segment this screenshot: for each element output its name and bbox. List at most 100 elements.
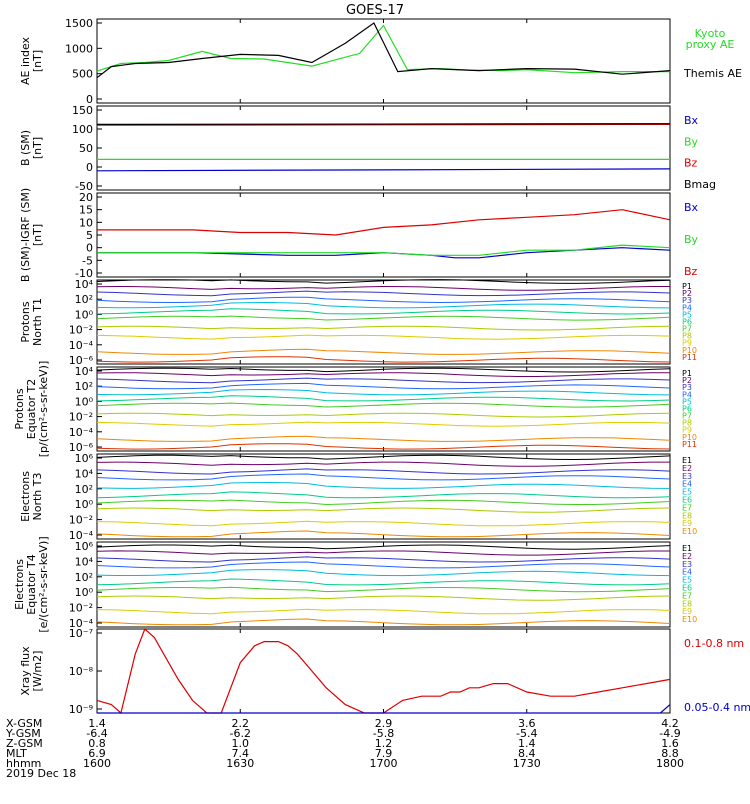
- series-line-P1: [96, 367, 671, 373]
- legend-entry: Themis AE: [683, 67, 742, 80]
- panel-frame-8: [96, 628, 671, 714]
- legend-entry: E3: [682, 560, 692, 569]
- legend-entry: Bz: [684, 265, 698, 278]
- orbit-row-value: 1700: [370, 757, 398, 770]
- legend-entry: P1: [682, 282, 692, 291]
- orbit-row-value: 0.8: [88, 737, 106, 750]
- series-line-P5: [96, 301, 671, 309]
- y-tick-label: 10⁻⁴: [69, 617, 94, 630]
- y-tick-label: 10⁻²: [69, 602, 93, 615]
- legend-entry: E8: [682, 599, 692, 608]
- orbit-row-label: Y-GSM: [5, 727, 41, 740]
- y-tick-label: 10⁻²: [69, 514, 93, 527]
- y-tick-label: 10⁴: [75, 555, 94, 568]
- y-tick-label: 20: [79, 191, 93, 204]
- orbit-row-label: X-GSM: [6, 717, 42, 730]
- series-line-P7: [96, 402, 671, 408]
- legend-entry: P11: [682, 353, 697, 362]
- legend-entry: E4: [682, 480, 692, 489]
- series-line-E3: [96, 556, 671, 563]
- y-axis-label-line: Equator T4: [25, 554, 38, 614]
- legend-entry: E4: [682, 568, 692, 577]
- series-line-Themis-AE: [96, 22, 671, 79]
- y-axis-label-line: North T3: [31, 473, 44, 521]
- series-line-E6: [96, 491, 671, 499]
- orbit-row-value: 1.4: [88, 717, 106, 730]
- y-axis-label: Xray flux[W/m2]: [19, 646, 44, 696]
- y-tick-label: 10⁻⁶: [69, 354, 94, 367]
- legend-entry: P8: [682, 332, 692, 341]
- y-axis-label-line: [nT]: [31, 137, 44, 159]
- panel-frame-3: [96, 192, 671, 278]
- legend-entry: P6: [682, 317, 692, 326]
- y-tick-label: 10⁻⁷: [69, 627, 93, 640]
- y-axis-label: ElectronsEquator T4[e/(cm²-s-sr-keV)]: [13, 536, 50, 632]
- series-line-P7: [96, 315, 671, 321]
- orbit-row-value: 8.8: [661, 747, 679, 760]
- y-axis-label-line: B (SM)-IGRF (SM): [19, 188, 32, 282]
- series-line-E7: [96, 499, 671, 506]
- orbit-row-value: 7.4: [232, 747, 250, 760]
- legend-entry: P11: [682, 440, 697, 449]
- y-axis-label: ProtonsNorth T1: [19, 298, 44, 346]
- y-axis-label: ElectronsNorth T3: [19, 471, 44, 522]
- series-line-P1: [96, 279, 671, 284]
- series-line-P6: [96, 308, 671, 315]
- series-line-E5: [96, 569, 671, 577]
- y-tick-label: 10⁻⁶: [69, 441, 94, 454]
- series-line-P8: [96, 325, 671, 331]
- orbit-row-value: 2.9: [375, 717, 393, 730]
- legend-entry: P9: [682, 426, 692, 435]
- series-line-E10: [96, 618, 671, 626]
- legend-entry: E10: [682, 527, 697, 536]
- y-axis-label: B (SM)[nT]: [19, 130, 44, 166]
- y-axis-label-line: B (SM): [19, 130, 32, 166]
- series-line-0.05-0.4-nm: [97, 704, 671, 714]
- y-tick-label: 10⁻⁴: [69, 339, 94, 352]
- legend-entry: proxy AE: [686, 38, 735, 51]
- y-tick-label: 10⁴: [75, 467, 94, 480]
- series-line-E2: [96, 550, 670, 556]
- series-line-P10: [96, 348, 671, 355]
- y-tick-label: 10²: [75, 571, 93, 584]
- orbit-row-value: 1630: [226, 757, 254, 770]
- orbit-row-value: 6.9: [88, 747, 106, 760]
- y-tick-label: 10⁴: [75, 278, 94, 291]
- legend-entry: E5: [682, 576, 692, 585]
- y-tick-label: 10⁻⁸: [69, 665, 94, 678]
- orbit-row-value: 4.2: [661, 717, 679, 730]
- y-tick-label: 50: [79, 142, 93, 155]
- y-tick-label: 1500: [65, 17, 93, 30]
- series-line-Bz: [96, 123, 671, 126]
- y-axis-label-line: AE index: [19, 36, 32, 85]
- series-line-P4: [96, 382, 671, 390]
- y-tick-label: 10²: [75, 483, 93, 496]
- legend-entry: E6: [682, 496, 692, 505]
- orbit-row-value: -5.8: [373, 727, 394, 740]
- series-line-E9: [96, 520, 671, 527]
- legend-entry: P2: [682, 376, 692, 385]
- legend-entry: E5: [682, 488, 692, 497]
- y-tick-label: 10⁻⁴: [69, 529, 94, 542]
- legend-entry: P7: [682, 325, 692, 334]
- y-axis-label-line: North T1: [31, 298, 44, 346]
- y-tick-label: 0: [86, 93, 93, 106]
- series-line-E2: [96, 461, 670, 467]
- series-line-P6: [96, 395, 671, 402]
- y-tick-label: 10⁶: [75, 452, 94, 465]
- date-label: 2019 Dec 18: [6, 767, 76, 780]
- series-line-Bz: [97, 209, 671, 236]
- legend-entry: By: [684, 135, 699, 148]
- legend-entry: E7: [682, 591, 692, 600]
- y-axis-label: B (SM)-IGRF (SM)[nT]: [19, 188, 44, 282]
- orbit-row-value: 1800: [656, 757, 684, 770]
- series-line-0.1-0.8-nm: [96, 627, 671, 715]
- orbit-row-value: 1.0: [232, 737, 250, 750]
- legend-entry: P2: [682, 289, 692, 298]
- legend-entry: 0.05-0.4 nm: [684, 701, 750, 714]
- series-line-E7: [96, 586, 671, 593]
- series-line-E1: [96, 454, 671, 461]
- series-line-E5: [96, 481, 671, 489]
